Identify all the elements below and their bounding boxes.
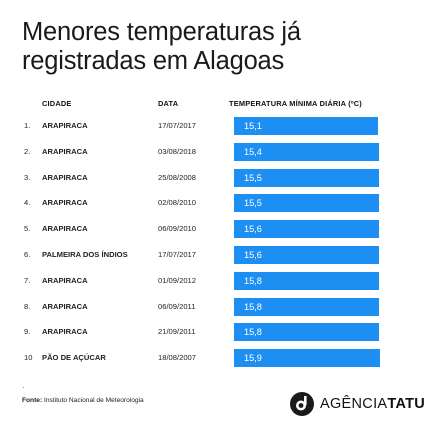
row-date: 25/08/2008 bbox=[158, 172, 197, 182]
table-row: 8. ARAPIRACA 06/09/2011 15,8 bbox=[0, 297, 431, 318]
row-city: PÃO DE AÇÚCAR bbox=[42, 353, 106, 363]
column-header-date: DATA bbox=[158, 99, 179, 108]
source-label: Fonte: bbox=[22, 397, 43, 404]
row-city: ARAPIRACA bbox=[42, 121, 88, 130]
row-rank: 6. bbox=[24, 250, 31, 259]
temperature-bar: 15,9 bbox=[234, 349, 380, 368]
row-city: ARAPIRACA bbox=[42, 327, 88, 337]
temperature-bar: 15,6 bbox=[234, 246, 379, 264]
row-rank: 4. bbox=[24, 198, 31, 208]
row-rank: 8. bbox=[24, 301, 31, 311]
table-row: 5. ARAPIRACA 06/09/2010 15,6 bbox=[0, 220, 431, 240]
temperature-bar: 15,5 bbox=[234, 168, 379, 187]
bar-value-label: 15,8 bbox=[244, 327, 262, 338]
row-rank: 9. bbox=[24, 327, 31, 337]
bar-value-label: 15,4 bbox=[244, 146, 262, 157]
table-row: 2. ARAPIRACA 03/08/2018 15,4 bbox=[0, 142, 431, 163]
row-city: ARAPIRACA bbox=[42, 198, 88, 208]
temperature-bar: 15,8 bbox=[234, 323, 380, 342]
title-line-2: registradas em Alagoas bbox=[22, 47, 285, 75]
row-city: ARAPIRACA bbox=[42, 224, 88, 234]
row-city: ARAPIRACA bbox=[42, 301, 88, 311]
title-line-1: Menores temperaturas já bbox=[22, 18, 301, 46]
logo-text-light: AGÊNCIA bbox=[320, 396, 388, 412]
source-note: Fonte: Instituto Nacional de Meteorologi… bbox=[22, 397, 144, 404]
bar-value-label: 15,6 bbox=[244, 250, 262, 260]
column-header-city: CIDADE bbox=[42, 99, 72, 108]
row-date: 01/09/2012 bbox=[158, 275, 197, 285]
row-date: 06/09/2010 bbox=[158, 224, 197, 234]
row-date: 17/07/2017 bbox=[158, 250, 197, 259]
table-row: 9. ARAPIRACA 21/09/2011 15,8 bbox=[0, 323, 431, 343]
temperature-bar: 15,8 bbox=[234, 297, 380, 316]
chart-title: Menores temperaturas já registradas em A… bbox=[22, 18, 412, 76]
row-date: 02/08/2010 bbox=[158, 198, 197, 208]
bar-value-label: 15,8 bbox=[244, 275, 262, 286]
footer-dot: · bbox=[22, 383, 25, 392]
temperature-bar: 15,5 bbox=[234, 194, 379, 213]
tatu-logo-icon bbox=[290, 392, 314, 416]
bar-value-label: 15,1 bbox=[244, 121, 262, 131]
row-city: PALMEIRA DOS ÍNDIOS bbox=[42, 250, 128, 259]
table-row: 1. ARAPIRACA 17/07/2017 15,1 bbox=[0, 117, 431, 137]
row-city: ARAPIRACA bbox=[42, 172, 88, 182]
temperature-bar: 15,6 bbox=[234, 220, 379, 239]
bar-value-label: 15,5 bbox=[244, 172, 262, 183]
row-date: 17/07/2017 bbox=[158, 121, 197, 130]
temperature-bar: 15,8 bbox=[234, 271, 380, 290]
table-row: 7. ARAPIRACA 01/09/2012 15,8 bbox=[0, 271, 431, 292]
bar-value-label: 15,9 bbox=[244, 353, 262, 364]
row-rank: 2. bbox=[24, 146, 31, 156]
agencia-tatu-logo: AGÊNCIATATU bbox=[290, 392, 425, 416]
row-city: ARAPIRACA bbox=[42, 275, 88, 285]
row-rank: 10 bbox=[24, 353, 33, 363]
table-row: 3. ARAPIRACA 25/08/2008 15,5 bbox=[0, 168, 431, 189]
bar-value-label: 15,8 bbox=[244, 301, 262, 312]
bar-value-label: 15,6 bbox=[244, 224, 262, 235]
table-row: 6. PALMEIRA DOS ÍNDIOS 17/07/2017 15,6 bbox=[0, 246, 431, 266]
row-rank: 3. bbox=[24, 172, 31, 182]
row-rank: 1. bbox=[24, 121, 31, 130]
row-date: 18/08/2007 bbox=[158, 353, 197, 363]
table-row: 10 PÃO DE AÇÚCAR 18/08/2007 15,9 bbox=[0, 349, 431, 369]
row-rank: 7. bbox=[24, 275, 31, 285]
temperature-bar: 15,4 bbox=[234, 142, 379, 161]
logo-text: AGÊNCIATATU bbox=[320, 396, 425, 412]
row-date: 06/09/2011 bbox=[158, 301, 196, 311]
row-rank: 5. bbox=[24, 224, 31, 234]
row-date: 03/08/2018 bbox=[158, 146, 197, 156]
row-city: ARAPIRACA bbox=[42, 146, 88, 156]
row-date: 21/09/2011 bbox=[158, 327, 196, 337]
table-row: 4. ARAPIRACA 02/08/2010 15,5 bbox=[0, 194, 431, 214]
logo-text-bold: TATU bbox=[387, 396, 426, 412]
column-header-temperature: TEMPERATURA MÍNIMA DIÁRIA (ºC) bbox=[229, 99, 362, 108]
temperature-bar: 15,1 bbox=[234, 117, 378, 135]
bar-value-label: 15,5 bbox=[244, 198, 262, 209]
source-text: Instituto Nacional de Meteorologia bbox=[44, 397, 144, 404]
